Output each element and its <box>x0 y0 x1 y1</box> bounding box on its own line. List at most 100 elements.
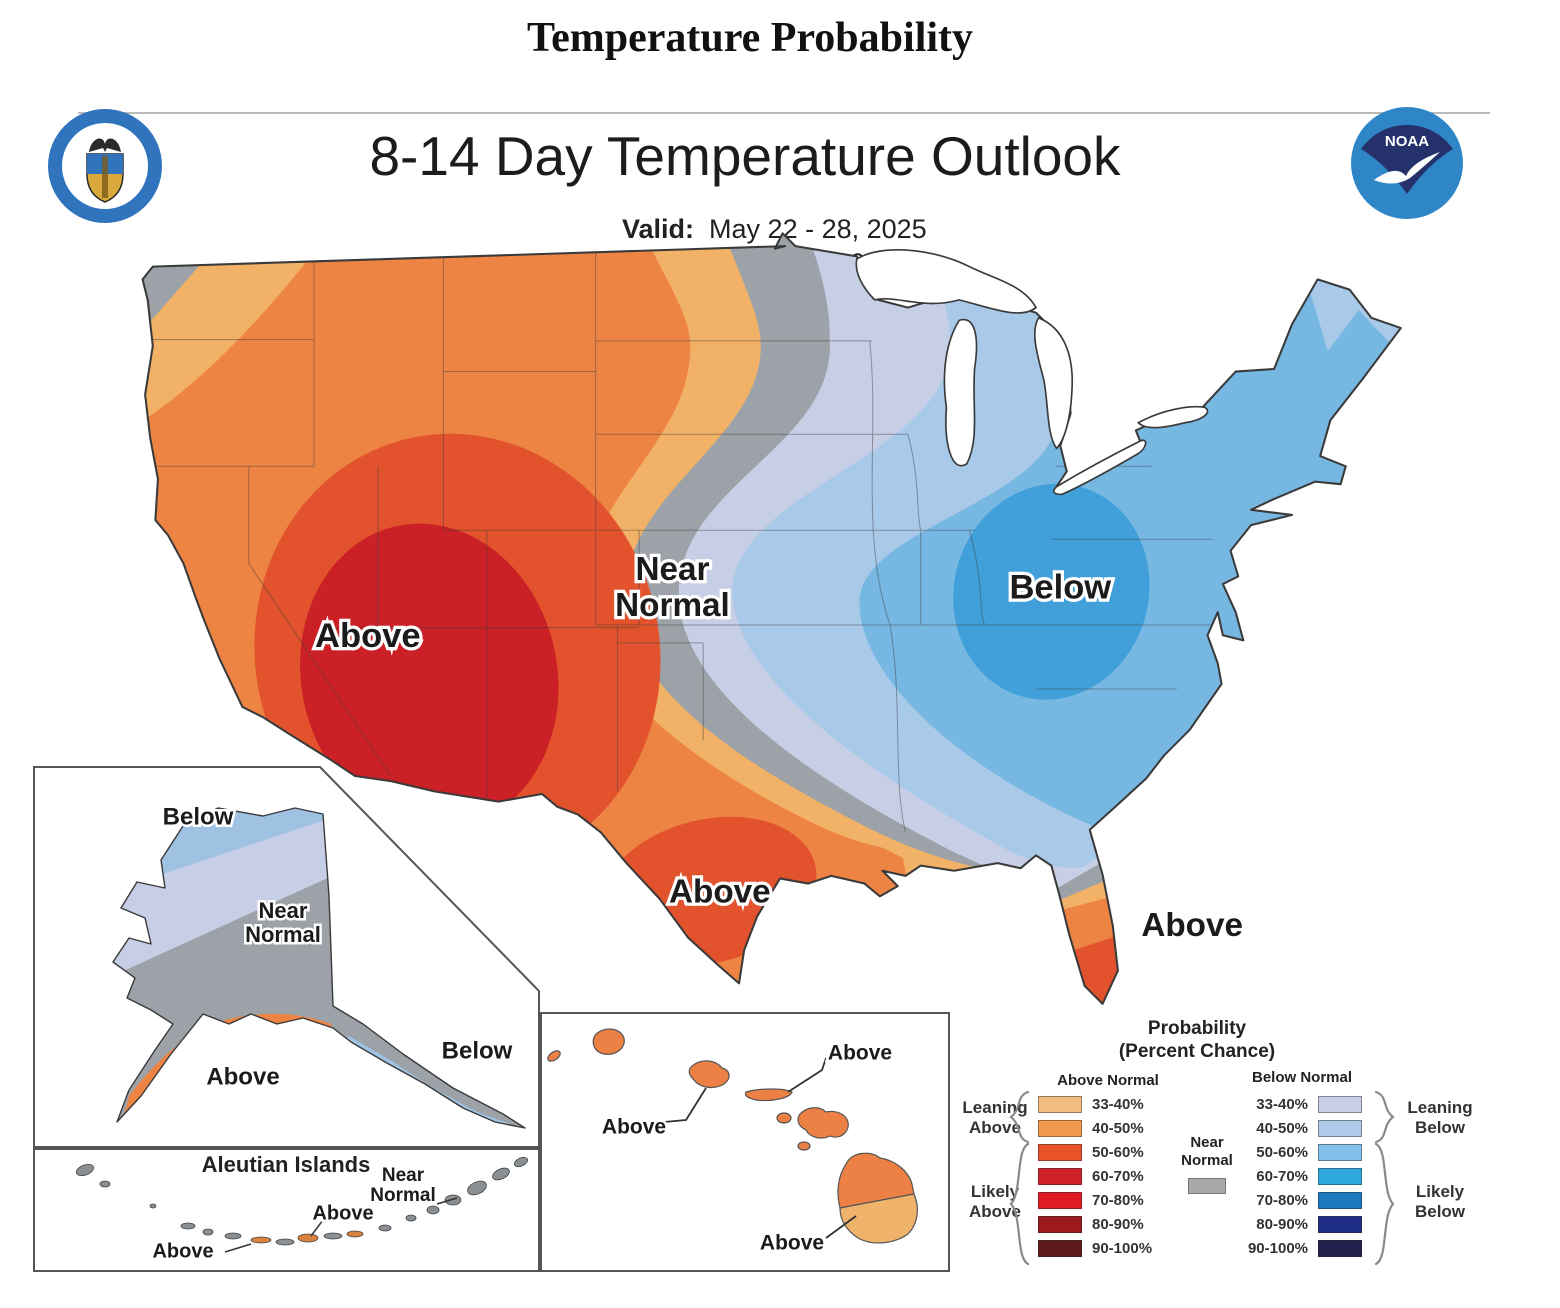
legend-range-label: 40-50% <box>1092 1120 1144 1137</box>
legend-below-rows: 33-40% 40-50% 50-60% 60-70% 70-80% 80-90% 90-1… <box>1246 1096 1362 1264</box>
page-title: Temperature Probability <box>526 15 974 61</box>
legend-range-label: 33-40% <box>1092 1096 1144 1113</box>
hawaii-label-molokai: Above <box>828 1042 892 1065</box>
legend-swatch-above <box>1038 1240 1082 1257</box>
label-florida-above: Above <box>1141 907 1243 944</box>
island-maui <box>797 1107 849 1139</box>
legend-range-label: 70-80% <box>1092 1192 1144 1209</box>
label-near-normal-1: Near <box>635 551 709 588</box>
hawaii-leader-oahu <box>663 1087 707 1123</box>
island-niihau <box>547 1050 561 1062</box>
label-texas-above: Above <box>669 874 771 911</box>
legend-swatch-below <box>1318 1120 1362 1137</box>
legend-below-header: Below Normal <box>1251 1069 1353 1086</box>
aleutian-leader-west <box>224 1243 252 1253</box>
legend: Probability (Percent Chance) Above Norma… <box>950 1014 1550 1304</box>
legend-leaning-above-label: Leaning Above <box>962 1098 1028 1137</box>
hawaii-leader-molokai <box>787 1057 827 1093</box>
brace-leaning-below <box>1374 1090 1395 1144</box>
legend-row-above: 33-40% <box>1038 1096 1152 1113</box>
legend-range-label: 40-50% <box>1256 1120 1308 1137</box>
lake-erie <box>1053 439 1147 496</box>
brace-likely-below <box>1374 1142 1395 1266</box>
legend-swatch-above <box>1038 1216 1082 1233</box>
legend-row-above: 50-60% <box>1038 1144 1152 1161</box>
legend-swatch-below <box>1318 1216 1362 1233</box>
legend-above-header: Above Normal <box>1057 1072 1159 1089</box>
outlook-title: 8-14 Day Temperature Outlook <box>369 125 1121 187</box>
above-core-ellipse <box>300 523 559 829</box>
legend-range-label: 50-60% <box>1092 1144 1144 1161</box>
legend-swatch-above <box>1038 1120 1082 1137</box>
alaska-inset: Below Near Normal Above Below <box>33 766 540 1148</box>
legend-swatch-above <box>1038 1096 1082 1113</box>
legend-range-label: 33-40% <box>1256 1096 1308 1113</box>
legend-row-below: 60-70% <box>1246 1168 1362 1185</box>
label-near-normal-2: Normal <box>615 587 730 624</box>
legend-range-label: 90-100% <box>1247 1240 1308 1257</box>
below-core-ellipse <box>953 483 1150 700</box>
legend-row-above: 80-90% <box>1038 1216 1152 1233</box>
alaska-label-below: Below <box>163 803 234 830</box>
island-oahu <box>688 1060 730 1089</box>
hawaii-label-oahu: Above <box>602 1116 666 1139</box>
island-molokai <box>744 1088 793 1102</box>
legend-row-below: 50-60% <box>1246 1144 1362 1161</box>
lake-superior <box>855 248 1038 314</box>
label-midwest-below: Below <box>1009 568 1111 606</box>
hawaii-leader-big-island <box>825 1215 857 1239</box>
island-lanai <box>776 1112 792 1124</box>
legend-swatch-above <box>1038 1192 1082 1209</box>
alaska-label-panhandle-below: Below <box>442 1037 513 1064</box>
legend-row-above: 70-80% <box>1038 1192 1152 1209</box>
legend-row-below: 40-50% <box>1246 1120 1362 1137</box>
noaa-logo-icon: NOAA <box>1351 107 1463 219</box>
legend-row-above: 90-100% <box>1038 1240 1152 1257</box>
hawaii-inset: Above Above Above <box>540 1012 950 1272</box>
legend-swatch-below <box>1318 1144 1362 1161</box>
commerce-seal-icon <box>48 109 162 223</box>
aleutian-leader-near <box>436 1197 458 1205</box>
lake-ontario <box>1137 405 1209 429</box>
alaska-label-above: Above <box>206 1063 279 1090</box>
aleutian-islands <box>75 1156 528 1246</box>
legend-row-below: 70-80% <box>1246 1192 1362 1209</box>
legend-row-below: 80-90% <box>1246 1216 1362 1233</box>
legend-near-normal: Near Normal <box>1172 1134 1242 1194</box>
legend-row-below: 90-100% <box>1246 1240 1362 1257</box>
brace-likely-above <box>1009 1142 1030 1266</box>
legend-row-above: 40-50% <box>1038 1120 1152 1137</box>
legend-likely-below-label: Likely Below <box>1414 1182 1466 1221</box>
alaska-outline <box>112 807 526 1129</box>
legend-near-normal-label: Near Normal <box>1181 1134 1233 1169</box>
lake-huron <box>1033 316 1074 450</box>
legend-near-normal-swatch <box>1188 1178 1226 1194</box>
legend-range-label: 50-60% <box>1256 1144 1308 1161</box>
legend-swatch-above <box>1038 1144 1082 1161</box>
island-kauai <box>592 1028 625 1055</box>
hawaii-islands <box>547 1028 918 1244</box>
legend-range-label: 80-90% <box>1256 1216 1308 1233</box>
aleutian-inset: Aleutian Islands Above Above Near Normal <box>33 1148 540 1272</box>
island-kahoolawe <box>797 1141 811 1151</box>
legend-swatch-below <box>1318 1168 1362 1185</box>
label-west-above: Above <box>315 617 421 655</box>
legend-swatch-below <box>1318 1096 1362 1113</box>
title-divider <box>78 112 1490 114</box>
lake-michigan <box>943 318 978 467</box>
noaa-logo-text: NOAA <box>1385 133 1429 150</box>
aleutian-title: Aleutian Islands <box>202 1152 371 1177</box>
brace-leaning-above <box>1009 1090 1030 1144</box>
legend-leaning-below-label: Leaning Below <box>1407 1098 1473 1137</box>
legend-row-below: 33-40% <box>1246 1096 1362 1113</box>
valid-label: Valid: <box>622 214 695 244</box>
legend-range-label: 70-80% <box>1256 1192 1308 1209</box>
island-big-island-north <box>837 1152 915 1209</box>
legend-swatch-below <box>1318 1192 1362 1209</box>
legend-range-label: 60-70% <box>1256 1168 1308 1185</box>
hawaii-label-big-island: Above <box>760 1232 824 1255</box>
legend-range-label: 90-100% <box>1092 1240 1153 1257</box>
legend-likely-above-label: Likely Above <box>969 1182 1021 1221</box>
aleutian-leader-central <box>310 1219 324 1237</box>
